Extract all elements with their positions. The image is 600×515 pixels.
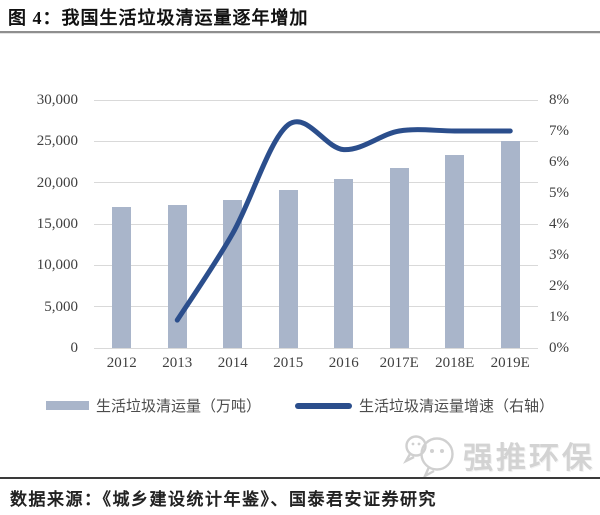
gridline: [94, 306, 538, 307]
bar-2017E: [389, 167, 409, 348]
data-source: 数据来源：《城乡建设统计年鉴》、国泰君安证券研究: [10, 490, 437, 509]
bar-swatch: [45, 401, 89, 410]
left-axis-tick: 20,000: [36, 174, 78, 191]
gridline: [94, 224, 538, 225]
watermark-text: 强推环保: [463, 442, 595, 475]
x-axis-tick: 2014: [217, 355, 248, 371]
footer-divider: [0, 477, 600, 479]
left-axis-tick: 0: [70, 340, 79, 356]
legend-item-bar: 生活垃圾清运量（万吨）: [45, 395, 261, 416]
legend-label: 生活垃圾清运量增速（右轴）: [359, 399, 555, 415]
bar-2018E: [445, 154, 465, 348]
right-axis-tick: 4%: [549, 216, 569, 232]
bar-2019E: [500, 141, 520, 348]
right-axis-tick: 2%: [549, 278, 569, 294]
gridline: [94, 141, 538, 142]
right-axis-tick: 5%: [549, 185, 569, 201]
chart-legend: 生活垃圾清运量（万吨） 生活垃圾清运量增速（右轴）: [0, 395, 600, 416]
left-axis-tick: 10,000: [36, 257, 78, 274]
right-axis-tick: 7%: [549, 123, 569, 139]
growth-line-chart: [174, 119, 513, 323]
right-axis-tick: 1%: [549, 309, 569, 325]
right-axis-tick: 0%: [549, 340, 569, 356]
line-swatch: [295, 402, 352, 409]
right-axis-tick: 3%: [549, 247, 569, 263]
left-axis-tick: 5,000: [44, 298, 78, 315]
gridline: [94, 100, 538, 101]
right-axis-tick: 8%: [549, 92, 569, 108]
wechat-icon: [402, 435, 454, 479]
figure-title: 图 4：我国生活垃圾清运量逐年增加: [8, 8, 309, 28]
left-axis-tick: 25,000: [36, 133, 78, 150]
x-axis-tick: 2018E: [435, 355, 475, 371]
x-axis-tick: 2016: [328, 355, 359, 371]
gridline: [94, 265, 538, 266]
title-divider: [0, 31, 600, 34]
x-axis-tick: 2013: [162, 355, 193, 371]
x-axis-tick: 2019E: [490, 355, 530, 371]
growth-line: [174, 119, 513, 323]
plot-area: [94, 100, 538, 349]
left-axis-tick: 30,000: [36, 92, 78, 108]
gridline: [94, 348, 538, 349]
gridline: [94, 182, 538, 183]
legend-item-line: 生活垃圾清运量增速（右轴）: [295, 395, 554, 416]
right-axis-tick: 6%: [549, 154, 569, 170]
x-axis-tick: 2017E: [379, 355, 419, 371]
x-axis-tick: 2012: [106, 355, 137, 371]
legend-label: 生活垃圾清运量（万吨）: [95, 399, 261, 415]
bar-2012: [112, 207, 132, 348]
bar-2016: [334, 179, 354, 348]
bar-2015: [278, 190, 298, 348]
watermark: 强推环保: [401, 431, 595, 479]
left-axis-tick: 15,000: [36, 216, 78, 232]
x-axis-tick: 2015: [273, 355, 304, 371]
